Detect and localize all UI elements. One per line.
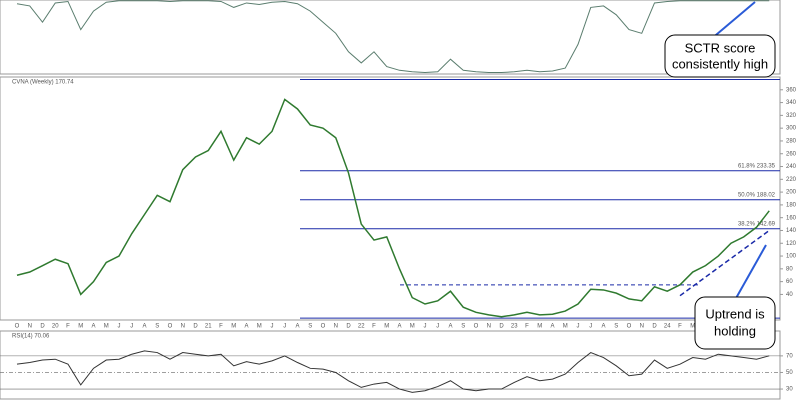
x-tick-label: M bbox=[104, 324, 109, 330]
rsi-panel bbox=[0, 330, 781, 400]
y-tick-label: 80 bbox=[786, 266, 793, 272]
x-tick-label: S bbox=[155, 324, 159, 330]
y-tick-label: 100 bbox=[786, 254, 797, 260]
x-tick-label: O bbox=[321, 324, 326, 330]
x-tick-label: O bbox=[627, 324, 632, 330]
callout-sctr: SCTR score consistently high bbox=[664, 1, 776, 78]
x-tick-label: O bbox=[168, 324, 173, 330]
y-tick-label: 300 bbox=[786, 126, 797, 132]
y-tick-label: 220 bbox=[786, 177, 797, 183]
callout-box bbox=[664, 34, 776, 78]
arrow bbox=[709, 1, 756, 41]
x-tick-label: M bbox=[537, 324, 542, 330]
x-tick-label: D bbox=[346, 324, 351, 330]
x-tick-label: F bbox=[66, 324, 70, 330]
y-tick-label: 320 bbox=[786, 113, 797, 119]
x-tick-label: A bbox=[295, 324, 299, 330]
arrow bbox=[734, 244, 767, 301]
y-tick-label: 120 bbox=[786, 241, 797, 247]
callout-text: Uptrend is bbox=[705, 306, 765, 321]
x-tick-label: A bbox=[601, 324, 605, 330]
x-tick-label: J bbox=[271, 324, 274, 330]
callout-text: consistently high bbox=[672, 56, 768, 71]
rsi-title: RSI(14) 70.06 bbox=[12, 334, 50, 340]
y-tick-label: 60 bbox=[786, 279, 793, 285]
y-tick-label: 70 bbox=[786, 353, 793, 359]
x-tick-label: N bbox=[640, 324, 644, 330]
trendline bbox=[679, 229, 770, 297]
x-tick-label: M bbox=[563, 324, 568, 330]
y-tick-label: 160 bbox=[786, 215, 797, 221]
y-tick-label: 180 bbox=[786, 202, 797, 208]
y-tick-label: 50 bbox=[786, 370, 793, 376]
x-tick-label: J bbox=[424, 324, 427, 330]
y-tick-label: 340 bbox=[786, 100, 797, 106]
series-line bbox=[16, 0, 770, 74]
y-tick-label: 360 bbox=[786, 87, 797, 93]
x-tick-label: A bbox=[550, 324, 554, 330]
x-tick-label: S bbox=[308, 324, 312, 330]
y-tick-label: 260 bbox=[786, 151, 797, 157]
price-title: CVNA (Weekly) 170.74 bbox=[12, 80, 74, 86]
x-tick-label: 23 bbox=[511, 324, 518, 330]
price-panel bbox=[0, 76, 781, 321]
x-tick-label: N bbox=[28, 324, 32, 330]
x-tick-label: N bbox=[334, 324, 338, 330]
x-tick-label: 20 bbox=[52, 324, 59, 330]
x-tick-label: A bbox=[448, 324, 452, 330]
x-tick-label: J bbox=[283, 324, 286, 330]
x-tick-label: D bbox=[40, 324, 45, 330]
y-tick-label: 140 bbox=[786, 228, 797, 234]
x-tick-label: 24 bbox=[664, 324, 671, 330]
x-tick-label: M bbox=[78, 324, 83, 330]
x-tick-label: M bbox=[231, 324, 236, 330]
y-tick-label: 200 bbox=[786, 190, 797, 196]
x-tick-label: N bbox=[181, 324, 185, 330]
x-tick-label: A bbox=[397, 324, 401, 330]
callout-trend: Uptrend is holding bbox=[694, 244, 776, 350]
x-tick-label: M bbox=[257, 324, 262, 330]
x-tick-label: D bbox=[193, 324, 198, 330]
y-tick-label: 30 bbox=[786, 387, 793, 393]
x-tick-label: J bbox=[577, 324, 580, 330]
y-tick-label: 40 bbox=[786, 292, 793, 298]
x-tick-label: S bbox=[614, 324, 618, 330]
x-tick-label: M bbox=[690, 324, 695, 330]
x-tick-label: 21 bbox=[205, 324, 212, 330]
series-line bbox=[16, 98, 770, 318]
x-tick-label: N bbox=[487, 324, 491, 330]
x-tick-label: M bbox=[384, 324, 389, 330]
series-line bbox=[16, 350, 770, 393]
x-tick-label: D bbox=[652, 324, 657, 330]
x-tick-label: J bbox=[589, 324, 592, 330]
sctr-panel bbox=[0, 0, 781, 75]
y-tick-label: 280 bbox=[786, 139, 797, 145]
x-tick-label: F bbox=[372, 324, 376, 330]
x-tick-label: J bbox=[436, 324, 439, 330]
x-tick-label: S bbox=[461, 324, 465, 330]
callout-text: holding bbox=[714, 323, 756, 338]
x-tick-label: 22 bbox=[358, 324, 365, 330]
callout-box bbox=[694, 296, 776, 350]
x-tick-label: A bbox=[142, 324, 146, 330]
level-label: 38.2% 142.69 bbox=[738, 221, 776, 227]
x-tick-label: F bbox=[678, 324, 682, 330]
x-tick-label: J bbox=[118, 324, 121, 330]
x-tick-label: A bbox=[244, 324, 248, 330]
x-tick-label: J bbox=[130, 324, 133, 330]
x-tick-label: O bbox=[474, 324, 479, 330]
x-tick-label: A bbox=[91, 324, 95, 330]
x-tick-label: M bbox=[410, 324, 415, 330]
x-tick-label: D bbox=[499, 324, 504, 330]
x-tick-label: F bbox=[525, 324, 529, 330]
level-label: 50.0% 188.02 bbox=[738, 192, 776, 198]
x-tick-label: O bbox=[15, 324, 20, 330]
x-tick-label: F bbox=[219, 324, 223, 330]
callout-text: SCTR score bbox=[685, 40, 756, 55]
y-tick-label: 240 bbox=[786, 164, 797, 170]
level-label: 61.8% 233.35 bbox=[738, 163, 776, 169]
